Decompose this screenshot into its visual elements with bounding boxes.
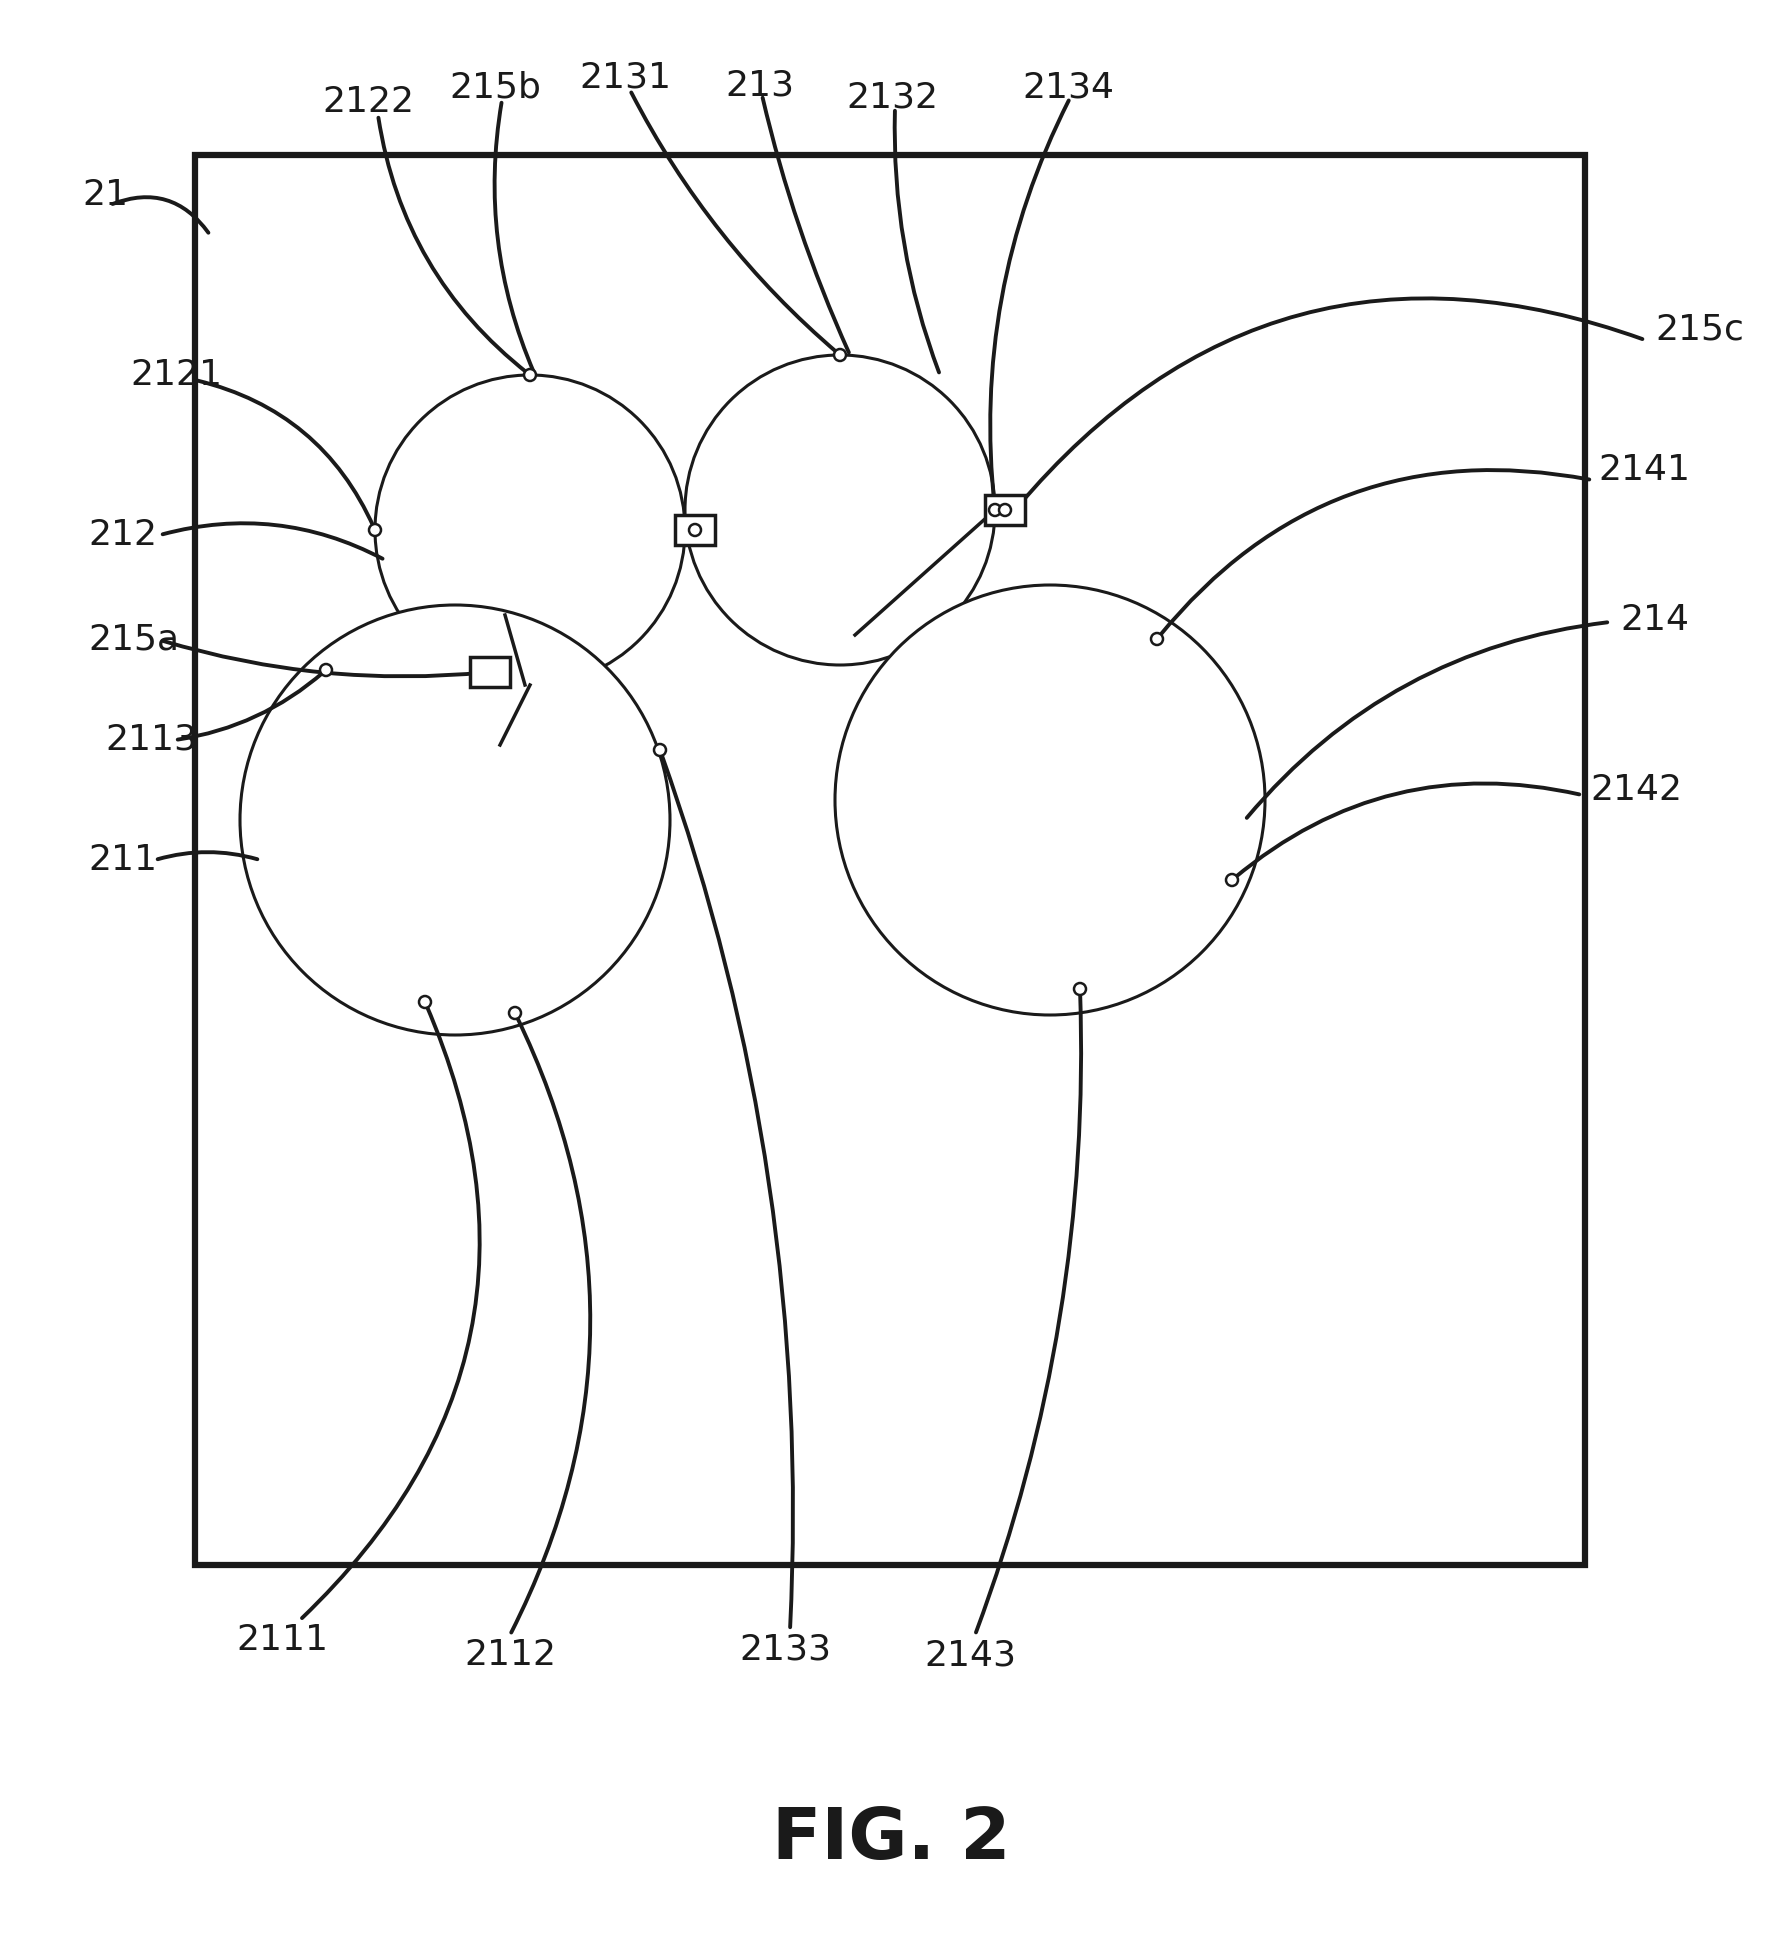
Circle shape (241, 605, 670, 1035)
Text: 2142: 2142 (1590, 774, 1682, 806)
Text: 21: 21 (82, 178, 128, 213)
Text: 2111: 2111 (235, 1623, 328, 1657)
Circle shape (1075, 982, 1085, 994)
Text: 214: 214 (1620, 603, 1689, 636)
Circle shape (834, 348, 846, 362)
Text: 2134: 2134 (1023, 72, 1114, 104)
Bar (985, 495, 1025, 524)
Circle shape (524, 369, 536, 381)
Text: 2121: 2121 (130, 358, 223, 393)
Text: 212: 212 (87, 518, 157, 551)
Text: 2113: 2113 (105, 723, 198, 756)
Circle shape (684, 356, 994, 665)
Circle shape (836, 584, 1265, 1015)
Bar (470, 658, 510, 687)
Circle shape (690, 524, 700, 536)
Bar (675, 514, 715, 545)
Text: 213: 213 (725, 68, 795, 103)
Text: FIG. 2: FIG. 2 (772, 1806, 1010, 1874)
Text: 2143: 2143 (925, 1638, 1016, 1673)
Text: 2141: 2141 (1598, 453, 1689, 487)
Circle shape (1000, 505, 1010, 516)
Circle shape (419, 996, 431, 1008)
Circle shape (1226, 874, 1238, 886)
Bar (194, 155, 1584, 1565)
Text: 215c: 215c (1655, 313, 1745, 346)
Text: 215a: 215a (87, 623, 178, 658)
Circle shape (369, 524, 381, 536)
Circle shape (510, 1008, 520, 1019)
Circle shape (1151, 632, 1164, 646)
Text: 2132: 2132 (846, 81, 937, 114)
Circle shape (654, 745, 666, 756)
Text: 2112: 2112 (463, 1638, 556, 1673)
Circle shape (989, 505, 1001, 516)
Text: 215b: 215b (449, 72, 542, 104)
Circle shape (321, 663, 331, 677)
Text: 2131: 2131 (579, 62, 672, 95)
Circle shape (374, 375, 684, 685)
Text: 2122: 2122 (323, 85, 413, 120)
Text: 211: 211 (87, 843, 157, 876)
Text: 2133: 2133 (740, 1632, 830, 1667)
